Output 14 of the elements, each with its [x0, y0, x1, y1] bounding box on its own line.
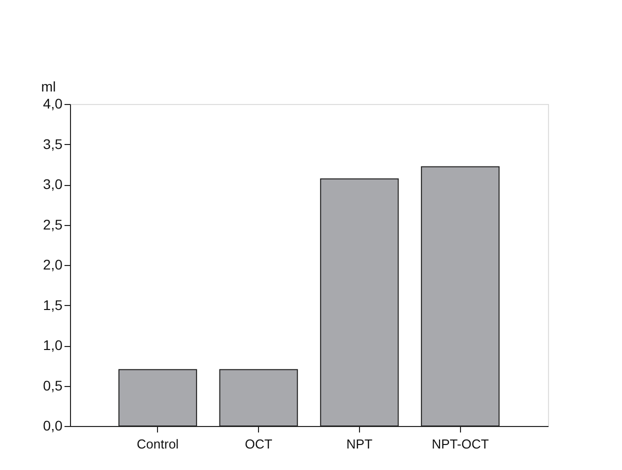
- x-tick-label: NPT: [346, 436, 372, 452]
- x-tick-label: NPT-OCT: [432, 436, 489, 452]
- y-tick-label: 2,0: [43, 256, 63, 272]
- x-tick-label: OCT: [244, 436, 272, 452]
- y-axis-title: ml: [41, 78, 56, 94]
- y-tick-label: 2,5: [43, 216, 63, 232]
- y-tick-label: 1,5: [43, 296, 63, 313]
- y-tick-label: 3,5: [43, 136, 63, 152]
- y-tick-label: 3,0: [43, 176, 63, 192]
- y-tick-label: 0,0: [43, 418, 63, 434]
- y-tick-label: 1,0: [43, 337, 63, 353]
- y-tick-label: 4,0: [43, 96, 63, 112]
- x-tick-label: Control: [136, 436, 179, 452]
- y-tick-label: 0,5: [43, 377, 63, 394]
